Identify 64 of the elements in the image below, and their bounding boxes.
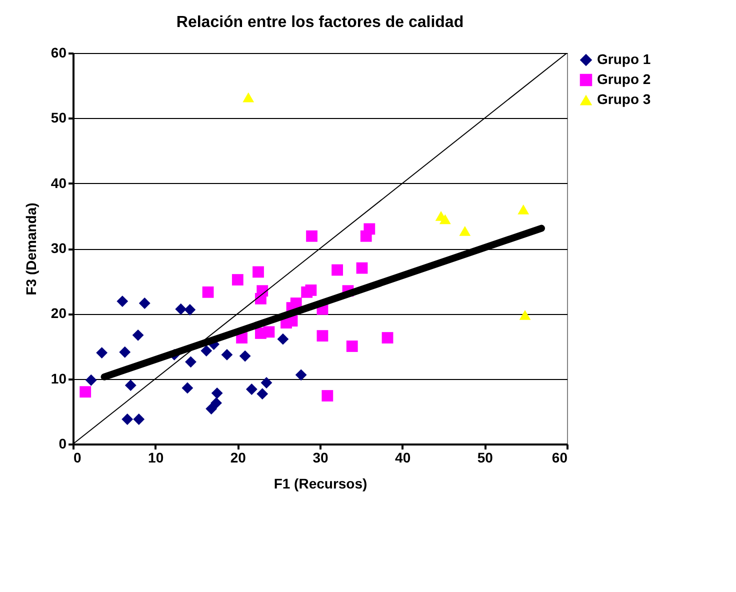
point	[332, 264, 343, 276]
point	[277, 333, 289, 345]
legend-label: Grupo 2	[597, 71, 651, 87]
point	[260, 377, 272, 388]
point	[356, 262, 368, 274]
point	[346, 340, 358, 352]
point	[119, 346, 131, 358]
point	[175, 303, 187, 315]
point	[132, 329, 144, 341]
point	[116, 296, 128, 307]
legend-label: Grupo 3	[597, 91, 651, 107]
point	[202, 286, 214, 298]
point	[316, 330, 328, 342]
point	[459, 226, 471, 236]
point	[211, 387, 223, 399]
point	[206, 403, 218, 415]
point	[138, 298, 150, 309]
point	[306, 230, 318, 242]
y-axis-title: F3 (Demanda)	[22, 202, 39, 296]
point	[360, 230, 372, 242]
point	[80, 386, 92, 398]
y-tick-label: 20	[50, 305, 67, 322]
point	[182, 382, 194, 394]
point	[210, 397, 222, 409]
x-axis-title: F1 (Recursos)	[274, 476, 368, 492]
point	[242, 92, 254, 102]
point	[382, 332, 394, 344]
x-tick-label: 30	[312, 450, 328, 466]
y-tick-label: 10	[50, 370, 67, 386]
point	[295, 369, 307, 381]
x-tick-label: 10	[148, 450, 164, 466]
point	[239, 350, 251, 362]
point	[133, 414, 145, 425]
point	[246, 384, 258, 395]
point	[256, 388, 268, 400]
y-tick-label: 60	[50, 44, 67, 60]
point	[85, 374, 97, 386]
point	[263, 326, 275, 338]
y-tick-label: 30	[50, 240, 67, 256]
chart-title: Relación entre los factores de calidad	[176, 14, 464, 31]
x-tick-label: 20	[230, 450, 246, 466]
point	[519, 310, 531, 320]
x-tick-label: 0	[74, 450, 82, 466]
point	[96, 347, 108, 358]
legend-label: Grupo 1	[597, 51, 651, 67]
point	[255, 292, 266, 304]
x-tick-label: 50	[477, 450, 494, 466]
y-tick-label: 0	[58, 436, 67, 452]
y-tick-label: 50	[50, 110, 67, 126]
point	[184, 304, 196, 316]
point	[122, 414, 134, 425]
point	[322, 390, 334, 402]
point	[185, 356, 196, 368]
x-tick-label: 40	[395, 450, 411, 466]
point	[200, 345, 212, 357]
point	[305, 284, 317, 296]
point	[221, 349, 233, 360]
point	[439, 214, 451, 224]
point	[252, 266, 264, 278]
y-tick-label: 40	[50, 174, 67, 191]
x-tick-label: 60	[552, 450, 568, 466]
point	[232, 274, 244, 286]
point	[124, 380, 136, 392]
point	[518, 204, 530, 214]
